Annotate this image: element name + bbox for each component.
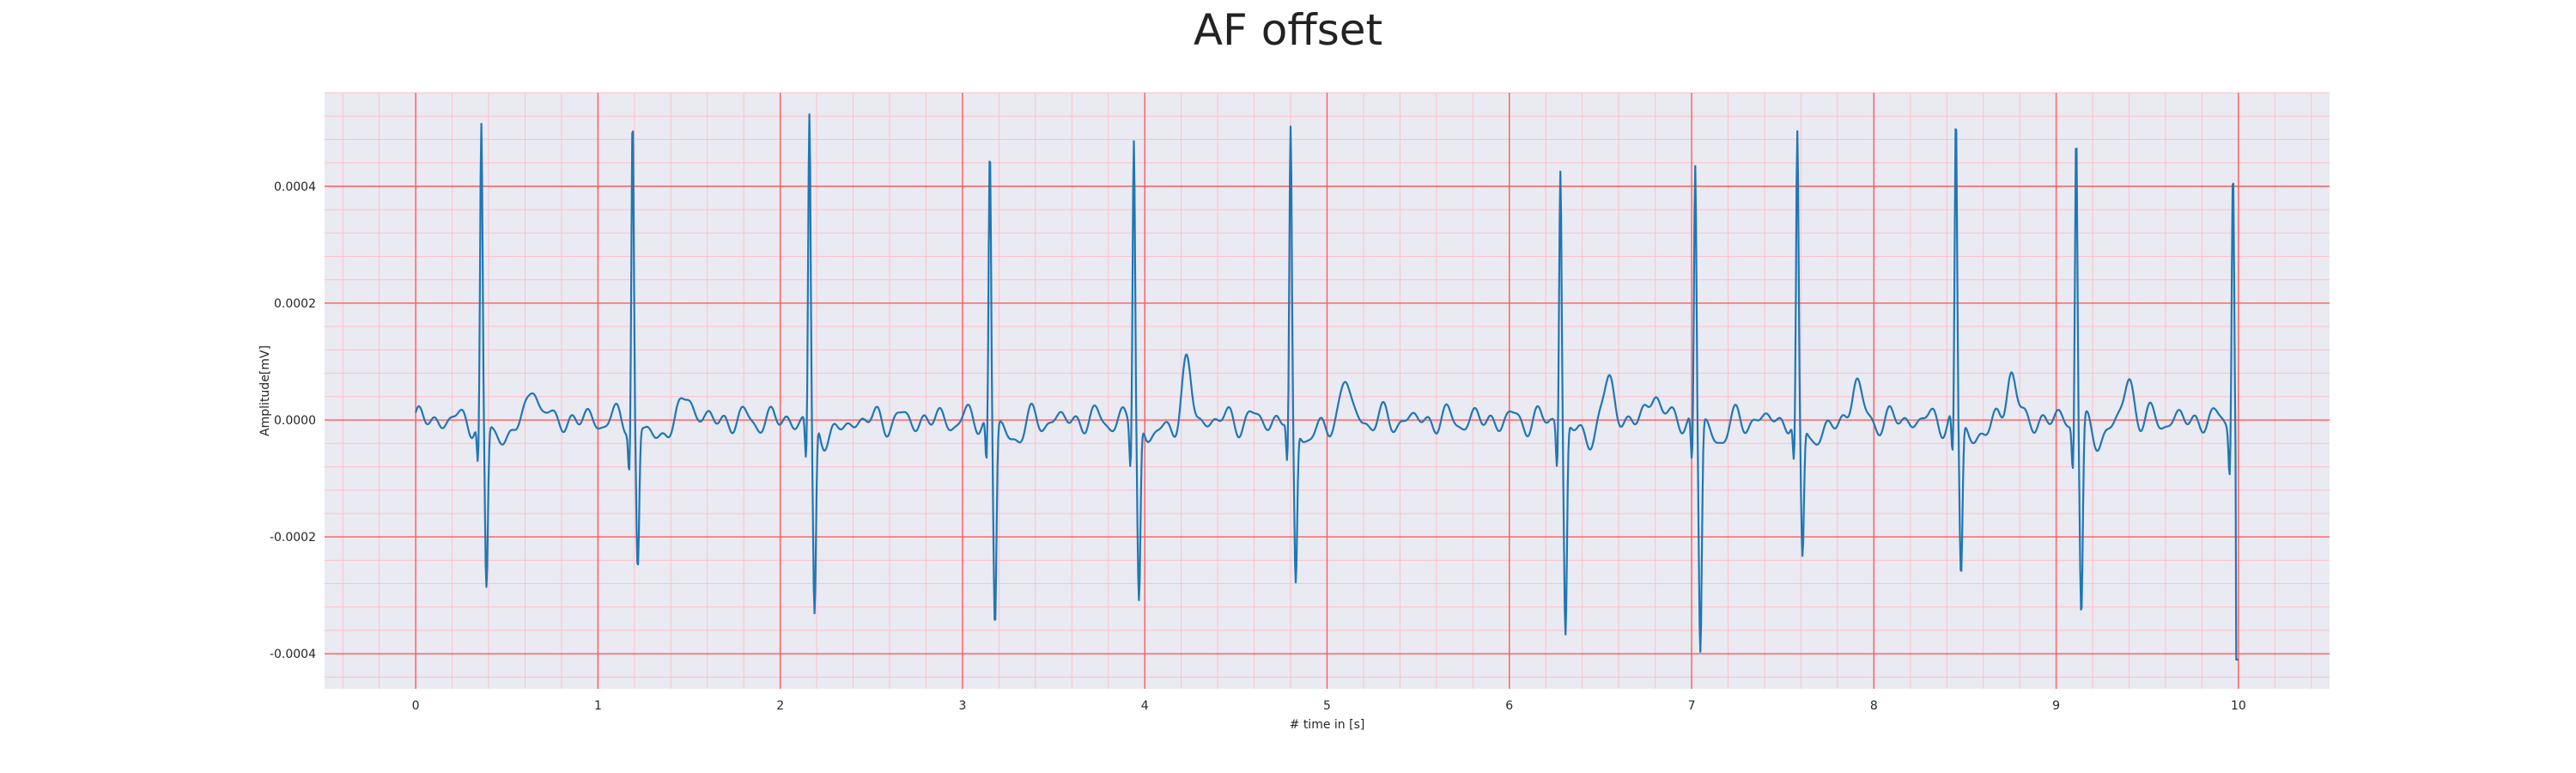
x-tick-label: 10 [2231,699,2246,713]
y-axis-label: Amplitude[mV] [258,345,272,436]
x-tick-label: 4 [1141,699,1149,713]
x-tick-label: 5 [1323,699,1331,713]
major-grid [325,93,2330,689]
y-tick-label: -0.0002 [270,531,316,545]
x-axis-label: # time in [s] [1290,718,1365,732]
y-axis-ticks: -0.0004 -0.0002 0.0000 0.0002 0.0004 [270,180,316,661]
x-tick-label: 9 [2052,699,2060,713]
x-tick-label: 6 [1505,699,1513,713]
y-tick-label: -0.0004 [270,648,316,661]
ecg-series-line [415,113,2239,661]
x-tick-label: 1 [594,699,602,713]
y-tick-label: 0.0002 [274,297,316,311]
x-tick-label: 2 [776,699,784,713]
x-tick-label: 7 [1688,699,1696,713]
x-tick-label: 0 [412,699,420,713]
x-tick-label: 3 [958,699,966,713]
chart-title: AF offset [1193,5,1383,55]
y-tick-label: 0.0004 [274,180,316,194]
x-axis-ticks: 0 1 2 3 4 5 6 7 8 9 10 [412,699,2246,713]
x-tick-label: 8 [1870,699,1878,713]
y-tick-label: 0.0000 [274,414,316,428]
